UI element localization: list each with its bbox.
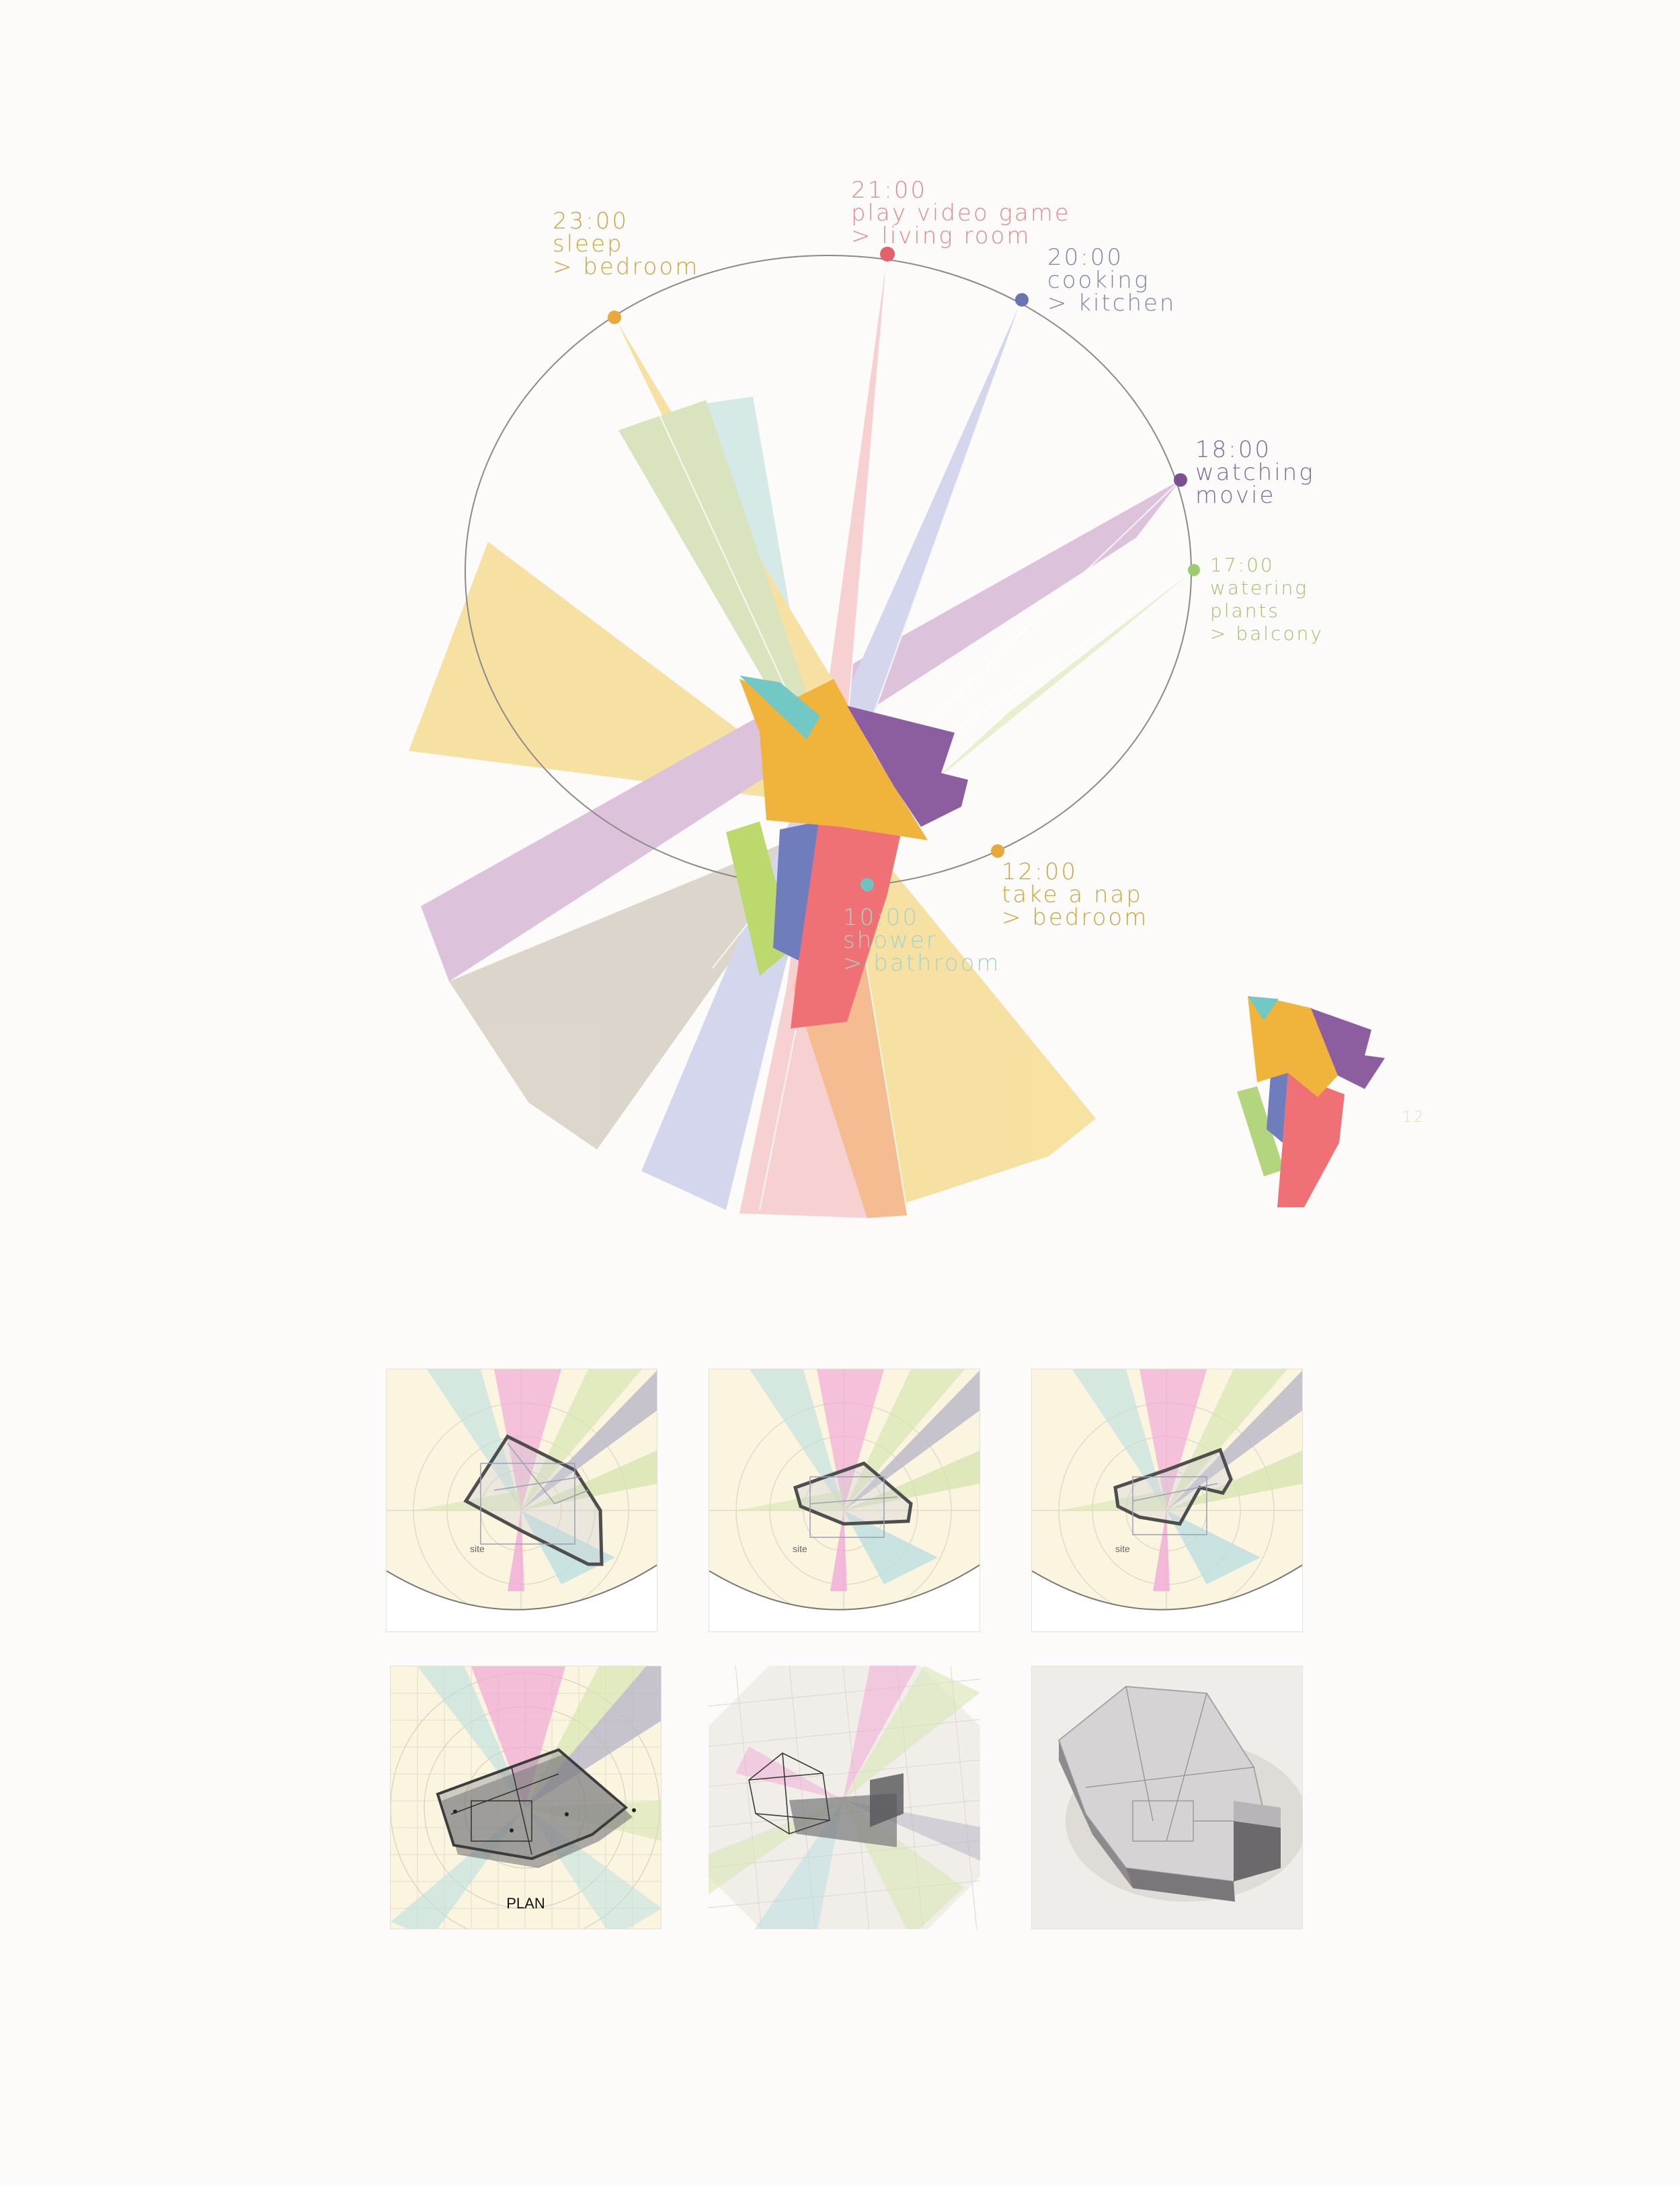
label-movie-room: movie [1195,482,1276,509]
label-movie: 18:00 watching movie [1195,438,1315,507]
shape-purple [847,706,968,827]
label-shower-room: > bathroom [843,950,1001,977]
label-video-game-activity: play video game [851,200,1071,227]
site-diagram-3: site [1031,1369,1303,1632]
label-sleep-room: > bedroom [553,253,700,280]
dot-23 [608,311,621,324]
label-shower-activity: shower [843,927,938,954]
wedge-nap-large [834,807,1096,1213]
central-building-shape [726,676,968,1028]
label-movie-time: 18:00 [1195,436,1271,463]
small-shape-note: 12 [1402,1109,1425,1126]
small-shape-teal [1248,996,1279,1020]
label-video-game: 21:00 play video game > living room [851,179,1071,247]
shape-blue [773,821,819,961]
label-movie-activity: watching [1195,459,1315,486]
label-shower-time: 10:00 [843,904,919,931]
dot-12 [991,844,1004,858]
small-building-shape [1237,996,1385,1207]
site-label-3: site [1115,1543,1130,1554]
label-cooking: 20:00 cooking > kitchen [1047,246,1176,315]
dot-10 [861,878,874,891]
label-plants: 17:00 watering plants > balcony [1210,554,1324,645]
site-diagram-1: site [386,1369,657,1632]
plan-view: PLAN [390,1666,662,1929]
dot-17 [1188,564,1200,576]
label-video-game-room: > living room [851,222,1031,249]
small-shape-purple [1311,1008,1385,1089]
render-view [1031,1666,1303,1929]
label-plants-activity: watering [1210,577,1309,599]
axonometric-view [709,1666,980,1929]
dot-20 [1015,293,1029,307]
shape-teal [739,676,820,739]
label-cooking-time: 20:00 [1047,244,1123,271]
small-shape-blue [1267,1073,1288,1143]
label-sleep-activity: sleep [553,231,624,257]
wedge-plants [928,570,1194,786]
activity-radial-diagram [409,247,1385,1218]
label-plants-room: plants [1210,600,1281,622]
small-shape-green [1237,1086,1284,1176]
label-plants-time: 17:00 [1210,554,1275,576]
small-shape-red [1277,1073,1345,1207]
label-nap-time: 12:00 [1002,858,1078,885]
label-sleep: 23:00 sleep > bedroom [553,210,699,278]
dot-21 [880,247,895,261]
shape-red [791,821,901,1028]
activity-wedges [409,254,1194,1218]
label-nap-room: > bedroom [1002,904,1149,931]
wedge-green-band [618,400,813,719]
label-plants-extra: > balcony [1210,622,1324,645]
label-sleep-time: 23:00 [553,208,629,235]
plan-label: PLAN [506,1895,545,1912]
label-nap: 12:00 take a nap > bedroom [1002,860,1148,929]
small-shape-yellow [1248,996,1338,1097]
site-label-1: site [470,1543,485,1554]
site-label-2: site [793,1543,807,1554]
label-video-game-time: 21:00 [851,177,927,204]
site-diagram-2: site [709,1369,980,1632]
label-shower: 10:00 shower > bathroom [843,906,1001,975]
label-nap-activity: take a nap [1002,881,1143,908]
label-cooking-activity: cooking [1047,267,1150,294]
label-cooking-room: > kitchen [1047,290,1176,317]
dot-18 [1174,473,1187,487]
activity-dots [608,247,1200,891]
